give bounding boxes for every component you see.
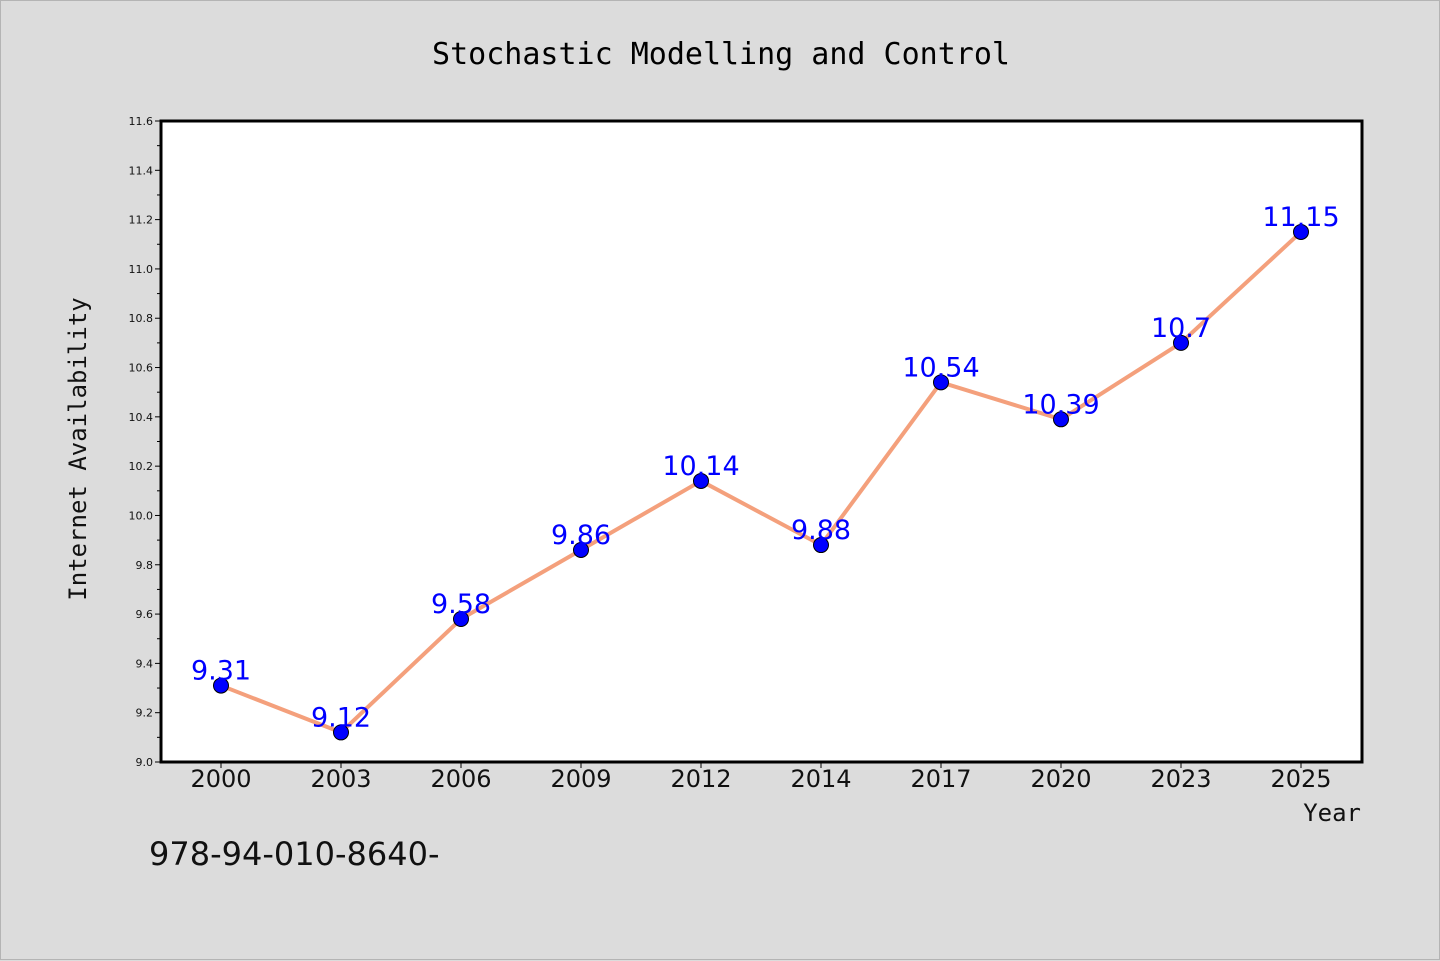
data-point-marker <box>573 541 589 558</box>
x-tick-label: 2003 <box>310 765 371 793</box>
x-tick-label: 2009 <box>550 765 611 793</box>
data-label: 10.54 <box>902 352 979 383</box>
x-tick-label: 2000 <box>190 765 251 793</box>
data-label: 9.12 <box>311 702 371 733</box>
y-axis: 9.0 9.2 9.4 9.6 9.8 10.0 10.2 10.4 10.6 10.8 11.0 1… <box>129 115 161 769</box>
y-tick-label: 10.0 <box>129 509 154 522</box>
data-label: 10.7 <box>1151 313 1211 344</box>
y-tick-label: 11.4 <box>129 164 154 177</box>
data-point-marker <box>693 472 709 489</box>
plot-area <box>159 119 1364 764</box>
chart-title: Stochastic Modelling and Control <box>432 37 1010 72</box>
data-labels: 9.31 9.12 9.58 9.86 10.14 9.88 10.54 10.39 10.7 1… <box>191 202 1340 733</box>
y-tick-label: 9.6 <box>136 608 154 621</box>
y-tick-label: 10.4 <box>129 411 154 424</box>
x-tick-label: 2006 <box>430 765 491 793</box>
y-tick-label: 9.8 <box>136 559 154 572</box>
series-line <box>220 230 1303 735</box>
y-tick-label: 11.0 <box>129 263 154 276</box>
data-label: 10.14 <box>662 451 739 482</box>
y-tick-label: 10.8 <box>129 312 154 325</box>
y-tick-label: 11.6 <box>129 115 154 128</box>
x-tick-label: 2020 <box>1030 765 1091 793</box>
footer-isbn-text: 978-94-010-8640- <box>149 835 440 873</box>
x-tick-label: 2012 <box>670 765 731 793</box>
series-layer <box>213 223 1309 741</box>
data-point-marker <box>933 374 949 391</box>
data-point-marker <box>1293 223 1309 240</box>
y-tick-label: 9.2 <box>136 707 154 720</box>
y-tick-label: 11.2 <box>129 214 154 227</box>
y-tick-label: 10.2 <box>129 460 154 473</box>
data-point-marker <box>1053 411 1069 428</box>
x-axis-label: Year <box>1303 799 1361 827</box>
y-tick-label: 9.4 <box>136 657 154 670</box>
data-label: 9.86 <box>551 520 611 551</box>
x-tick-label: 2023 <box>1150 765 1211 793</box>
x-tick-label: 2014 <box>790 765 851 793</box>
x-tick-label: 2017 <box>910 765 971 793</box>
x-axis: 2000 2003 2006 2009 2012 2014 2017 2020 2023 2025 <box>190 762 1332 793</box>
data-point-marker <box>1173 334 1189 351</box>
data-point-marker <box>813 537 829 554</box>
y-axis-label: Internet Availability <box>64 297 92 600</box>
data-label: 9.88 <box>791 515 851 546</box>
data-point-marker <box>333 724 349 741</box>
data-label: 9.58 <box>431 589 491 620</box>
x-tick-label: 2025 <box>1270 765 1331 793</box>
y-tick-label: 10.6 <box>129 362 154 375</box>
data-label: 11.15 <box>1262 202 1339 233</box>
data-label: 10.39 <box>1022 389 1099 420</box>
data-label: 9.31 <box>191 656 251 687</box>
y-tick-label: 9.0 <box>136 756 154 769</box>
data-point-marker <box>453 611 469 628</box>
data-point-marker <box>213 677 229 694</box>
